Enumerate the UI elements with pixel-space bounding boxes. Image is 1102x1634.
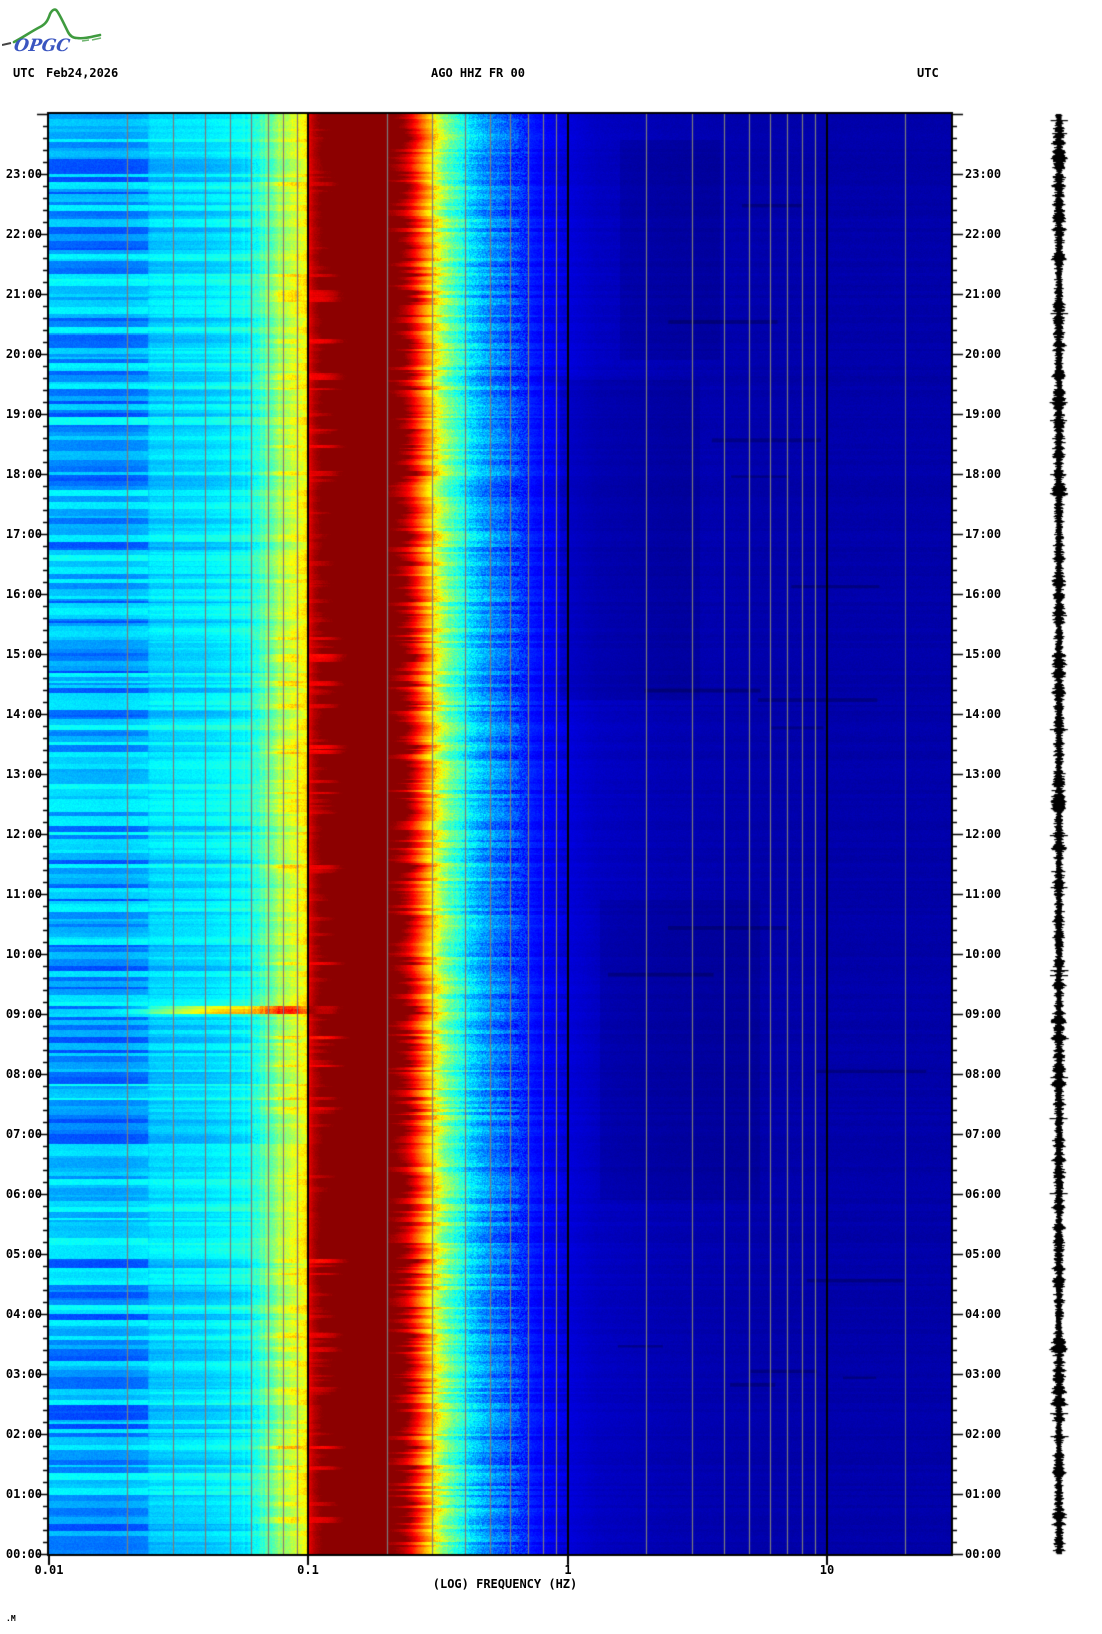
right-time-label: 21:00	[965, 287, 1002, 301]
frequency-tick-label: 10	[819, 1563, 835, 1577]
frequency-tick-label: 1	[564, 1563, 572, 1577]
left-time-label: 09:00	[5, 1007, 42, 1021]
left-time-label: 08:00	[5, 1067, 42, 1081]
right-time-label: 14:00	[965, 707, 1002, 721]
date-label: Feb24,2026	[46, 66, 119, 80]
utc-label-left: UTC	[13, 66, 35, 80]
left-time-label: 02:00	[5, 1427, 42, 1441]
left-time-label: 20:00	[5, 347, 42, 361]
right-time-label: 11:00	[965, 887, 1002, 901]
right-time-label: 16:00	[965, 587, 1002, 601]
right-time-label: 10:00	[965, 947, 1002, 961]
left-time-label: 18:00	[5, 467, 42, 481]
left-time-label: 14:00	[5, 707, 42, 721]
right-time-label: 12:00	[965, 827, 1002, 841]
right-time-label: 17:00	[965, 527, 1002, 541]
left-time-label: 21:00	[5, 287, 42, 301]
left-time-label: 23:00	[5, 167, 42, 181]
logo-text: OPGC	[13, 36, 72, 56]
right-time-label: 19:00	[965, 407, 1002, 421]
frequency-tick-label: 0.01	[34, 1563, 64, 1577]
footer-mark: .M	[6, 1614, 16, 1623]
right-time-label: 15:00	[965, 647, 1002, 661]
left-time-label: 16:00	[5, 587, 42, 601]
left-time-label: 07:00	[5, 1127, 42, 1141]
x-axis-title: (LOG) FREQUENCY (HZ)	[432, 1577, 578, 1591]
right-time-label: 02:00	[965, 1427, 1002, 1441]
right-time-label: 05:00	[965, 1247, 1002, 1261]
left-time-label: 03:00	[5, 1367, 42, 1381]
right-time-label: 18:00	[965, 467, 1002, 481]
right-time-label: 07:00	[965, 1127, 1002, 1141]
right-time-label: 04:00	[965, 1307, 1002, 1321]
left-time-label: 22:00	[5, 227, 42, 241]
opgc-logo: OPGC	[2, 8, 102, 56]
left-time-label: 10:00	[5, 947, 42, 961]
right-time-label: 23:00	[965, 167, 1002, 181]
left-time-label: 00:00	[5, 1547, 42, 1561]
right-time-label: 13:00	[965, 767, 1002, 781]
left-time-label: 01:00	[5, 1487, 42, 1501]
right-time-label: 03:00	[965, 1367, 1002, 1381]
left-time-label: 12:00	[5, 827, 42, 841]
right-time-label: 06:00	[965, 1187, 1002, 1201]
left-time-label: 13:00	[5, 767, 42, 781]
left-time-label: 17:00	[5, 527, 42, 541]
left-time-label: 11:00	[5, 887, 42, 901]
left-time-label: 06:00	[5, 1187, 42, 1201]
right-time-label: 08:00	[965, 1067, 1002, 1081]
left-time-label: 15:00	[5, 647, 42, 661]
station-title: AGO HHZ FR 00	[431, 66, 525, 80]
right-time-label: 00:00	[965, 1547, 1002, 1561]
right-time-label: 20:00	[965, 347, 1002, 361]
logo-dash-left	[2, 42, 12, 46]
left-time-label: 19:00	[5, 407, 42, 421]
logo-dash-right	[81, 37, 102, 42]
left-time-label: 05:00	[5, 1247, 42, 1261]
utc-label-right: UTC	[917, 66, 939, 80]
left-time-label: 04:00	[5, 1307, 42, 1321]
right-time-label: 01:00	[965, 1487, 1002, 1501]
frequency-tick-label: 0.1	[297, 1563, 319, 1577]
logo-mountain-path	[12, 8, 102, 44]
right-time-label: 22:00	[965, 227, 1002, 241]
right-time-label: 09:00	[965, 1007, 1002, 1021]
